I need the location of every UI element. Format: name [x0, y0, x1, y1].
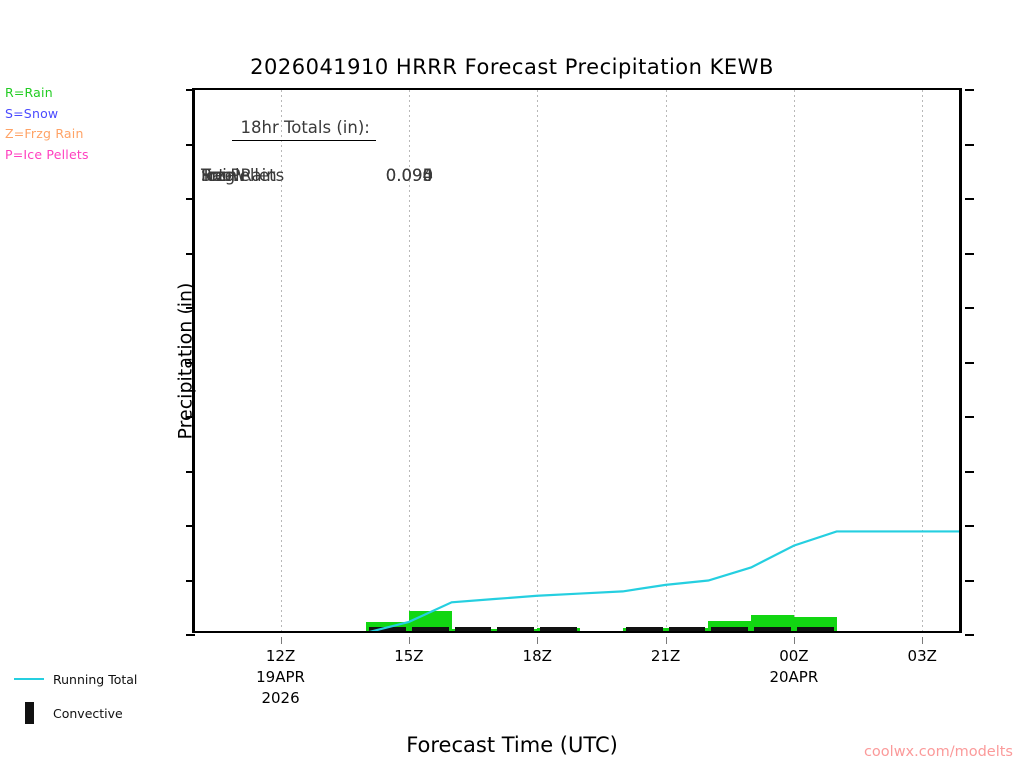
- precip-bar: [708, 621, 752, 631]
- convective-base: [754, 627, 791, 631]
- x-tick-mark-18Z: [537, 637, 539, 644]
- y-tick-mark-left: [186, 416, 195, 418]
- y-tick-mark-left: [186, 89, 195, 91]
- x-tick-label-15Z: 15Z: [394, 647, 424, 665]
- totals-row-name: Snow: [201, 165, 246, 185]
- y-tick-mark-right: [965, 634, 974, 636]
- gridline-21Z: [665, 90, 667, 631]
- convective-base: [540, 627, 577, 631]
- x-axis-label: Forecast Time (UTC): [406, 733, 618, 757]
- y-tick-mark-right: [965, 143, 974, 146]
- y-tick-mark-left: [186, 252, 195, 255]
- x-tick-label-18Z: 18Z: [522, 647, 552, 665]
- convective-base: [796, 627, 834, 631]
- y-tick-mark-right: [965, 198, 974, 200]
- y-tick-mark-left: [186, 470, 195, 473]
- x-tick-mark-15Z: [408, 637, 410, 644]
- y-tick-mark-left: [186, 307, 195, 309]
- chart-title: 2026041910 HRRR Forecast Precipitation K…: [250, 55, 774, 79]
- y-tick-mark-left: [186, 198, 195, 200]
- totals-row-value: 0.095: [385, 165, 433, 185]
- precip-key-item-2: Z=Frzg Rain: [5, 126, 84, 141]
- gridline-18Z: [537, 90, 539, 631]
- y-tick-mark-left: [186, 143, 195, 146]
- totals-header: 18hr Totals (in):: [232, 117, 376, 142]
- gridline-15Z: [408, 90, 410, 631]
- convective-base: [711, 627, 749, 631]
- totals-row-value: 0.094: [385, 165, 433, 185]
- totals-row-name: Frzg Rain: [201, 165, 277, 185]
- running-total-polyline: [368, 530, 959, 631]
- totals-box: 18hr Totals (in): Total 0.095 Rain 0.094 Sno…: [201, 94, 433, 210]
- precip-key-item-3: P=Ice Pellets: [5, 146, 89, 162]
- totals-row-name: Total: [201, 165, 240, 185]
- gridline-12Z: [280, 90, 282, 631]
- x-tick-label-00Z: 00Z 20APR: [769, 647, 819, 686]
- x-tick-label-12Z: 12Z 19APR 2026: [256, 647, 305, 707]
- legend-label: Running Total: [53, 672, 138, 687]
- totals-row-name: Ice Pellets: [201, 165, 285, 185]
- y-tick-mark-left: [186, 525, 195, 527]
- legend-line-swatch: [14, 678, 44, 680]
- y-tick-mark-right: [965, 416, 974, 418]
- precip-key-item-0: R=Rain: [5, 85, 53, 100]
- gridline-03Z: [922, 90, 924, 631]
- x-tick-mark-12Z: [280, 637, 282, 644]
- brand-watermark: coolwx.com/modelts: [863, 744, 1013, 760]
- y-tick-mark-left: [186, 634, 195, 636]
- y-tick-mark-right: [965, 470, 974, 473]
- plot-inner: RRRRRRRRRR: [195, 90, 959, 631]
- totals-row-name: Rain: [201, 165, 238, 185]
- convective-base: [369, 627, 406, 631]
- convective-base: [497, 627, 535, 631]
- totals-row-value: 0: [422, 165, 434, 185]
- convective-base: [454, 627, 492, 631]
- x-tick-mark-21Z: [665, 637, 667, 644]
- y-tick-mark-right: [965, 525, 974, 527]
- x-tick-mark-03Z: [922, 637, 924, 644]
- x-tick-mark-00Z: [793, 637, 795, 644]
- totals-row-value: 0: [422, 165, 434, 185]
- gridline-00Z: [793, 90, 795, 631]
- y-tick-mark-right: [965, 89, 974, 91]
- running-total-line: [368, 530, 959, 631]
- y-tick-mark-right: [965, 252, 974, 255]
- y-tick-mark-right: [965, 307, 974, 309]
- precip-bar: [751, 614, 794, 631]
- y-tick-mark-right: [965, 361, 974, 364]
- x-tick-label-03Z: 03Z: [907, 647, 937, 665]
- convective-base: [668, 627, 706, 631]
- legend-label: Convective: [53, 706, 123, 721]
- totals-row-value: 0: [422, 165, 434, 185]
- precip-type-key: R=Rain S=Snow Z=Frzg Rain P=Ice Pellets: [5, 83, 89, 165]
- y-tick-mark-right: [965, 579, 974, 582]
- convective-base: [625, 627, 663, 631]
- x-tick-label-21Z: 21Z: [650, 647, 681, 665]
- y-tick-mark-left: [186, 361, 195, 364]
- convective-base: [411, 627, 449, 631]
- precip-key-item-1: S=Snow: [5, 105, 59, 121]
- legend-bar-swatch: [25, 702, 34, 724]
- y-tick-mark-left: [186, 579, 195, 582]
- plot-area: RRRRRRRRRR Precipitation (in) 000.050.05…: [174, 88, 974, 707]
